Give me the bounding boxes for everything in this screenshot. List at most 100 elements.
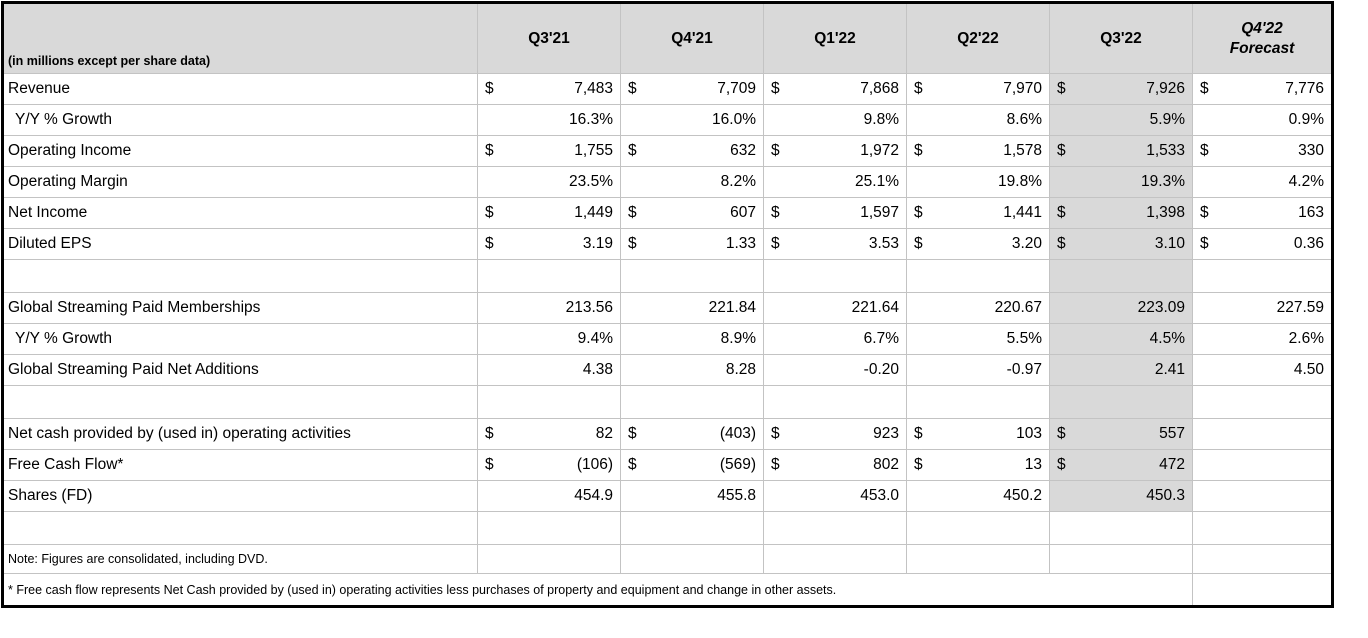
value-cell: $923 — [763, 418, 907, 450]
cell-value: 9.4% — [577, 330, 613, 347]
cell-value: 4.2% — [1288, 173, 1324, 190]
row-label: Free Cash Flow* — [2, 449, 478, 481]
value-cell: 5.5% — [906, 323, 1050, 355]
empty-cell — [763, 511, 907, 545]
empty-cell — [2, 511, 478, 545]
value-cell: 213.56 — [477, 292, 621, 324]
note-row: Note: Figures are consolidated, includin… — [2, 544, 1333, 574]
value-cell: 220.67 — [906, 292, 1050, 324]
cell-value: 220.67 — [994, 299, 1042, 316]
value-cell: 4.50 — [1192, 354, 1333, 386]
currency-symbol: $ — [485, 425, 494, 442]
cell-value: 1,398 — [1146, 204, 1185, 221]
cell-value: 4.38 — [582, 361, 613, 378]
value-cell: 455.8 — [620, 480, 764, 512]
currency-symbol: $ — [771, 456, 780, 473]
value-cell — [1192, 449, 1333, 481]
cell-value: 227.59 — [1276, 299, 1324, 316]
empty-cell — [620, 544, 764, 574]
empty-cell — [620, 511, 764, 545]
value-cell: $103 — [906, 418, 1050, 450]
currency-symbol: $ — [628, 425, 637, 442]
cell-value: 221.84 — [708, 299, 756, 316]
cell-value: 6.7% — [863, 330, 899, 347]
cell-value: 13 — [1024, 456, 1042, 473]
cell-value: 453.0 — [860, 487, 899, 504]
currency-symbol: $ — [485, 456, 494, 473]
currency-symbol: $ — [771, 425, 780, 442]
currency-symbol: $ — [628, 204, 637, 221]
note-text: Note: Figures are consolidated, includin… — [2, 544, 478, 574]
value-cell: 450.3 — [1049, 480, 1193, 512]
value-cell: 23.5% — [477, 166, 621, 198]
value-cell: 8.28 — [620, 354, 764, 386]
value-cell: $1,578 — [906, 135, 1050, 167]
currency-symbol: $ — [1200, 235, 1209, 252]
empty-cell — [1192, 573, 1333, 607]
row-label: Y/Y % Growth — [2, 104, 478, 136]
table-row: Shares (FD) 454.9 455.8 453.0 450.2 450.3 — [2, 480, 1333, 512]
value-cell: 2.6% — [1192, 323, 1333, 355]
cell-value: 923 — [873, 425, 899, 442]
cell-value: 3.20 — [1011, 235, 1042, 252]
currency-symbol: $ — [914, 235, 923, 252]
value-cell: $3.19 — [477, 228, 621, 260]
column-header: Q1'22 — [763, 2, 907, 74]
value-cell: $7,709 — [620, 73, 764, 105]
cell-value: 450.2 — [1003, 487, 1042, 504]
value-cell: $3.20 — [906, 228, 1050, 260]
cell-value: 330 — [1298, 142, 1324, 159]
currency-symbol: $ — [1200, 142, 1209, 159]
empty-cell — [1192, 544, 1333, 574]
cell-value: 103 — [1016, 425, 1042, 442]
cell-value: 802 — [873, 456, 899, 473]
empty-cell — [1049, 385, 1193, 419]
value-cell: $13 — [906, 449, 1050, 481]
value-cell: 454.9 — [477, 480, 621, 512]
cell-value: 5.5% — [1006, 330, 1042, 347]
currency-symbol: $ — [1200, 204, 1209, 221]
table-row: Free Cash Flow* $ (106) $ (569) $802 $13 $472 — [2, 449, 1333, 481]
value-cell: 4.2% — [1192, 166, 1333, 198]
currency-symbol: $ — [628, 456, 637, 473]
empty-cell — [1192, 511, 1333, 545]
value-cell: $1,755 — [477, 135, 621, 167]
row-label: Operating Margin — [2, 166, 478, 198]
value-cell: $1,972 — [763, 135, 907, 167]
value-cell — [1192, 418, 1333, 450]
cell-value: 1,449 — [574, 204, 613, 221]
empty-cell — [763, 259, 907, 293]
value-cell: $1,398 — [1049, 197, 1193, 229]
value-cell: $802 — [763, 449, 907, 481]
cell-value: 7,926 — [1146, 80, 1185, 97]
table-header: (in millions except per share data) Q3'21… — [2, 2, 1333, 74]
empty-cell — [477, 544, 621, 574]
cell-value: 221.64 — [851, 299, 899, 316]
currency-symbol: $ — [1057, 204, 1066, 221]
financial-summary-sheet: (in millions except per share data) Q3'21… — [1, 1, 1334, 608]
row-label: Y/Y % Growth — [2, 323, 478, 355]
cell-value: 23.5% — [569, 173, 613, 190]
currency-symbol: $ — [1057, 425, 1066, 442]
value-cell: $330 — [1192, 135, 1333, 167]
empty-cell — [906, 544, 1050, 574]
value-cell: $7,776 — [1192, 73, 1333, 105]
value-cell: $1,449 — [477, 197, 621, 229]
cell-value: 3.10 — [1154, 235, 1185, 252]
value-cell: $607 — [620, 197, 764, 229]
currency-symbol: $ — [771, 80, 780, 97]
value-cell: 9.4% — [477, 323, 621, 355]
cell-value: 2.6% — [1288, 330, 1324, 347]
empty-cell — [1049, 544, 1193, 574]
table-row: Net cash provided by (used in) operating… — [2, 418, 1333, 450]
value-cell: $ (569) — [620, 449, 764, 481]
value-cell: $1,597 — [763, 197, 907, 229]
spacer-row — [2, 511, 1333, 545]
value-cell: 9.8% — [763, 104, 907, 136]
value-cell: 227.59 — [1192, 292, 1333, 324]
cell-value: 19.8% — [998, 173, 1042, 190]
currency-symbol: $ — [771, 204, 780, 221]
empty-cell — [906, 259, 1050, 293]
value-cell: 16.3% — [477, 104, 621, 136]
row-label: Net cash provided by (used in) operating… — [2, 418, 478, 450]
